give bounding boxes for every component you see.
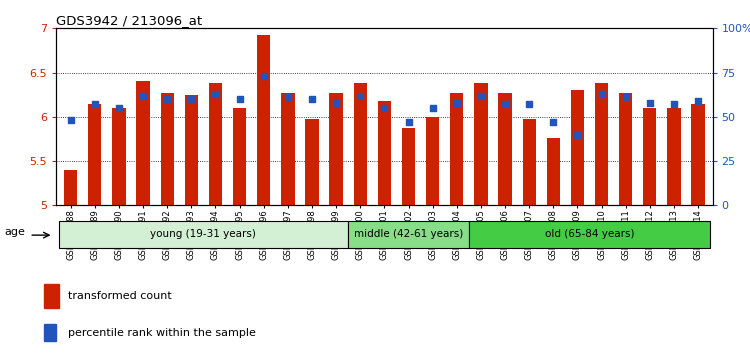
Point <box>644 100 656 105</box>
Bar <box>44 284 59 308</box>
Point <box>161 96 173 102</box>
Point <box>572 132 584 137</box>
Bar <box>426 117 439 205</box>
Bar <box>44 324 56 341</box>
Point <box>258 73 270 79</box>
Bar <box>474 83 488 205</box>
Bar <box>523 120 536 205</box>
Point <box>499 102 511 107</box>
Bar <box>353 83 367 205</box>
Point <box>524 102 536 107</box>
Bar <box>209 83 222 205</box>
FancyBboxPatch shape <box>348 221 469 248</box>
Bar <box>571 90 584 205</box>
Bar <box>136 81 150 205</box>
Point <box>668 102 680 107</box>
Text: percentile rank within the sample: percentile rank within the sample <box>68 327 256 338</box>
Bar <box>450 93 464 205</box>
Bar <box>547 138 560 205</box>
Text: transformed count: transformed count <box>68 291 172 301</box>
Text: age: age <box>4 227 26 237</box>
Text: young (19-31 years): young (19-31 years) <box>151 229 256 239</box>
Bar <box>257 35 271 205</box>
Point <box>620 95 632 100</box>
Bar <box>644 108 656 205</box>
Bar <box>88 103 101 205</box>
Point <box>233 96 245 102</box>
Bar <box>498 93 512 205</box>
Bar <box>184 95 198 205</box>
Point <box>137 93 149 98</box>
Point <box>692 98 704 104</box>
Point <box>451 100 463 105</box>
Bar <box>160 93 174 205</box>
Bar <box>64 170 77 205</box>
Point <box>403 119 415 125</box>
Bar <box>281 93 295 205</box>
Point <box>596 91 608 97</box>
FancyBboxPatch shape <box>469 221 710 248</box>
Point <box>378 105 390 111</box>
Point <box>427 105 439 111</box>
Point <box>209 91 221 97</box>
Bar <box>619 93 632 205</box>
Text: old (65-84 years): old (65-84 years) <box>544 229 634 239</box>
Point <box>185 96 197 102</box>
Point <box>282 95 294 100</box>
Bar <box>112 108 125 205</box>
Bar <box>305 120 319 205</box>
Point <box>475 93 487 98</box>
Bar <box>668 108 680 205</box>
Bar <box>692 103 705 205</box>
Point <box>306 96 318 102</box>
Text: GDS3942 / 213096_at: GDS3942 / 213096_at <box>56 14 202 27</box>
Bar <box>378 101 391 205</box>
Bar <box>402 128 416 205</box>
Point <box>113 105 125 111</box>
Bar <box>233 108 246 205</box>
Point <box>354 93 366 98</box>
Point <box>548 119 560 125</box>
Point <box>330 100 342 105</box>
Bar <box>595 83 608 205</box>
Text: middle (42-61 years): middle (42-61 years) <box>354 229 464 239</box>
FancyBboxPatch shape <box>58 221 348 248</box>
Point <box>64 118 76 123</box>
Point <box>88 102 101 107</box>
Bar <box>329 93 343 205</box>
